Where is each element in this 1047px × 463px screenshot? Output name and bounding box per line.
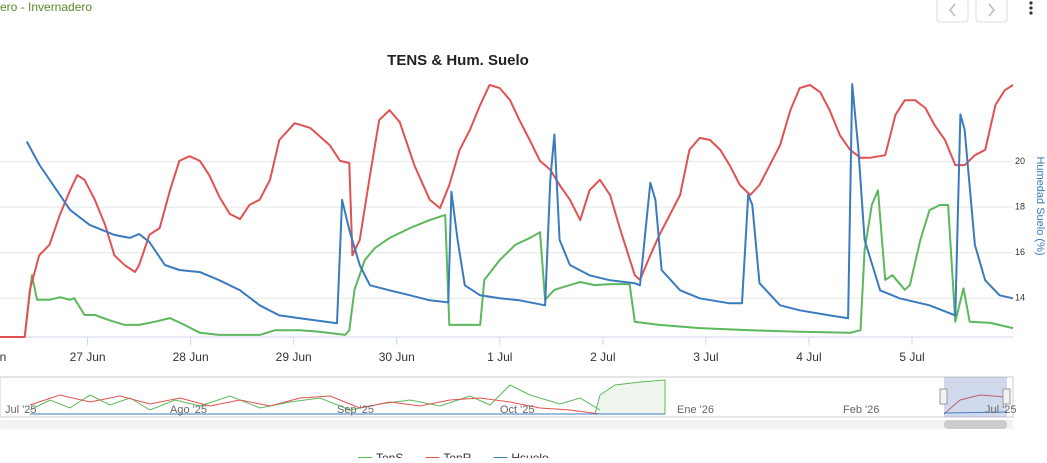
series-line bbox=[25, 83, 1014, 325]
navigator-handle[interactable] bbox=[1002, 388, 1011, 405]
navigator-selection[interactable] bbox=[944, 377, 1007, 417]
navigator-label: Jul '25 bbox=[5, 404, 36, 416]
menu-button[interactable] bbox=[1029, 1, 1033, 15]
series-line bbox=[0, 189, 1014, 338]
y2-tick-label: 18 bbox=[1015, 202, 1025, 212]
series-line bbox=[0, 84, 1014, 338]
x-tick-label: 30 Jun bbox=[379, 350, 415, 364]
x-tick-label: n bbox=[0, 350, 6, 364]
navigator-handle[interactable] bbox=[939, 388, 948, 405]
navigator-label: Feb '26 bbox=[843, 404, 879, 416]
navigator-label: Ago '25 bbox=[170, 404, 207, 416]
scrollbar-thumb[interactable] bbox=[944, 420, 1007, 429]
navigator-label: Oct '25 bbox=[500, 404, 535, 416]
legend-label: TenS bbox=[376, 451, 403, 458]
legend-label: TenR bbox=[443, 451, 471, 458]
navigator-label: Ene '26 bbox=[677, 404, 714, 416]
next-button[interactable] bbox=[975, 0, 1008, 23]
navigator-label: Sep '25 bbox=[337, 404, 374, 416]
navigator-label: Jul '25 bbox=[985, 404, 1016, 416]
x-tick-label: 1 Jul bbox=[487, 350, 512, 364]
x-tick-label: 4 Jul bbox=[796, 350, 821, 364]
nav-buttons bbox=[936, 0, 1033, 23]
x-tick-label: 29 Jun bbox=[276, 350, 312, 364]
prev-icon bbox=[949, 3, 956, 17]
y2-tick-label: 16 bbox=[1015, 247, 1025, 257]
navigator-line bbox=[29, 394, 1008, 415]
navigator-line bbox=[30, 411, 1008, 415]
x-tick-label: 27 Jun bbox=[70, 350, 106, 364]
page-title: ero - Invernadero bbox=[0, 0, 92, 14]
navigator-line bbox=[29, 384, 601, 411]
navigator-frame bbox=[0, 376, 1014, 418]
y2-tick-label: 14 bbox=[1015, 293, 1025, 303]
navigator bbox=[0, 376, 1014, 429]
chart-title: TENS & Hum. Suelo bbox=[387, 52, 529, 69]
prev-button[interactable] bbox=[936, 0, 969, 23]
legend-label: Hsuelo bbox=[511, 451, 549, 458]
x-tick-label: 5 Jul bbox=[899, 350, 924, 364]
y2-axis-title: Humedad Suelo (%) bbox=[1034, 156, 1046, 255]
next-icon bbox=[988, 3, 995, 17]
x-tick-label: 2 Jul bbox=[590, 350, 615, 364]
y2-tick-label: 20 bbox=[1015, 156, 1025, 166]
x-tick-label: 28 Jun bbox=[173, 350, 209, 364]
scrollbar-track bbox=[0, 420, 1013, 429]
x-tick-label: 3 Jul bbox=[693, 350, 718, 364]
